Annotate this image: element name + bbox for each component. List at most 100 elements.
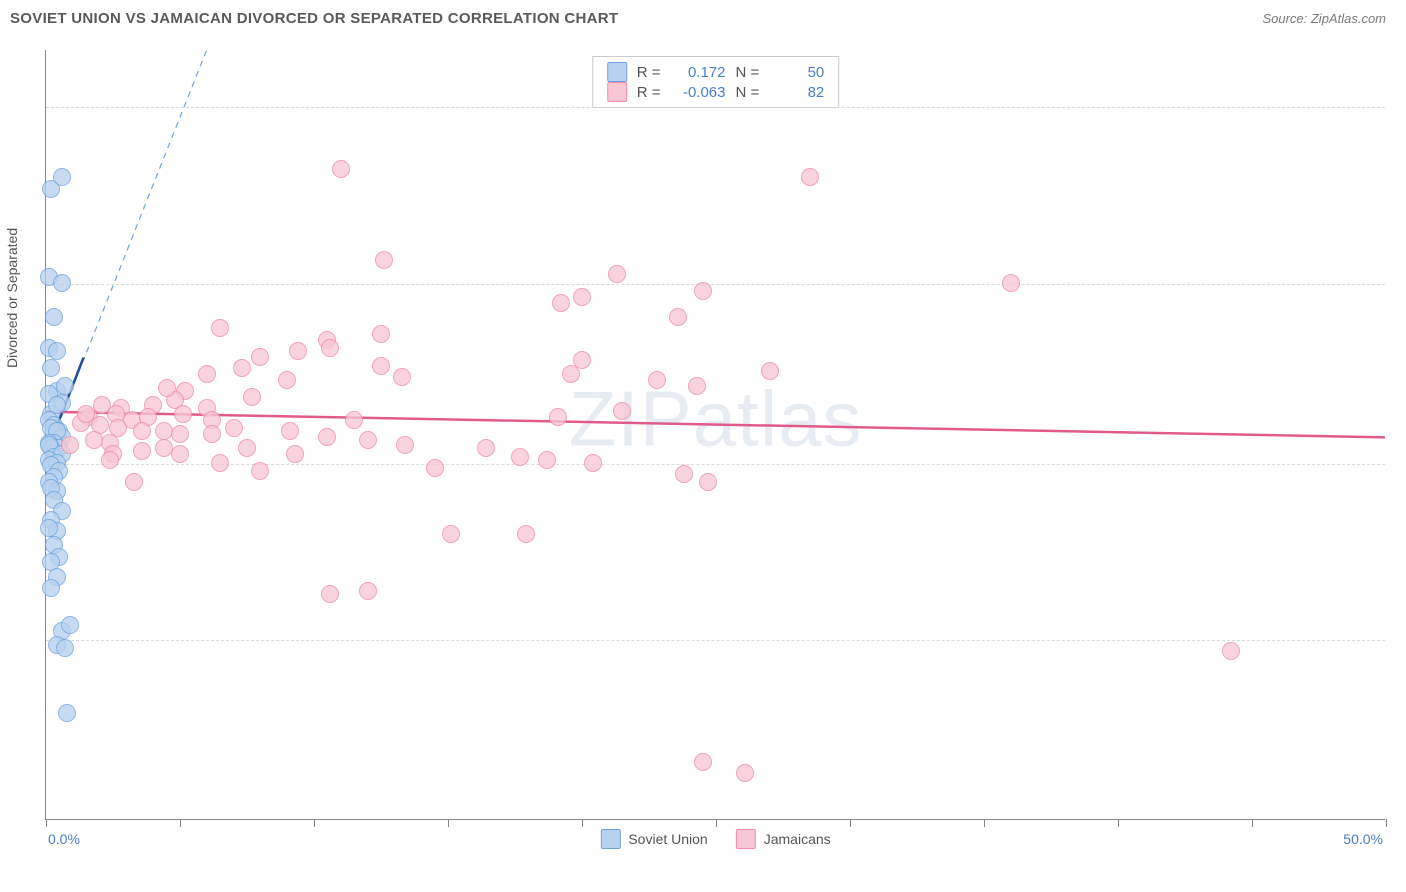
scatter-point-jamaican — [648, 371, 666, 389]
scatter-point-jamaican — [171, 425, 189, 443]
scatter-point-jamaican — [321, 339, 339, 357]
x-tick-label-left: 0.0% — [48, 831, 80, 847]
scatter-point-soviet — [42, 579, 60, 597]
x-tick — [1252, 819, 1253, 827]
title-bar: SOVIET UNION VS JAMAICAN DIVORCED OR SEP… — [0, 0, 1406, 33]
scatter-point-jamaican — [158, 379, 176, 397]
scatter-point-jamaican — [359, 582, 377, 600]
scatter-point-jamaican — [549, 408, 567, 426]
watermark: ZIPatlas — [568, 374, 862, 465]
scatter-point-soviet — [56, 639, 74, 657]
scatter-point-jamaican — [801, 168, 819, 186]
r-value-soviet: 0.172 — [671, 64, 726, 81]
scatter-point-jamaican — [584, 454, 602, 472]
scatter-point-jamaican — [1222, 642, 1240, 660]
scatter-point-jamaican — [359, 431, 377, 449]
scatter-point-jamaican — [1002, 274, 1020, 292]
chart-title: SOVIET UNION VS JAMAICAN DIVORCED OR SEP… — [10, 10, 618, 27]
swatch-jamaican-bottom — [736, 829, 756, 849]
scatter-point-soviet — [40, 519, 58, 537]
swatch-soviet — [607, 62, 627, 82]
legend-label-soviet: Soviet Union — [628, 831, 707, 847]
scatter-point-jamaican — [289, 342, 307, 360]
scatter-point-soviet — [56, 377, 74, 395]
scatter-point-soviet — [58, 704, 76, 722]
legend-row-jamaican: R = -0.063 N = 82 — [607, 82, 825, 102]
scatter-point-jamaican — [736, 764, 754, 782]
scatter-point-jamaican — [318, 428, 336, 446]
y-axis-label: Divorced or Separated — [4, 228, 20, 368]
scatter-point-jamaican — [675, 465, 693, 483]
scatter-point-jamaican — [225, 419, 243, 437]
x-tick — [984, 819, 985, 827]
scatter-point-jamaican — [688, 377, 706, 395]
x-tick — [180, 819, 181, 827]
x-tick-label-right: 50.0% — [1343, 831, 1383, 847]
scatter-point-jamaican — [694, 282, 712, 300]
scatter-point-jamaican — [372, 357, 390, 375]
swatch-jamaican — [607, 82, 627, 102]
scatter-point-jamaican — [133, 422, 151, 440]
scatter-point-jamaican — [125, 473, 143, 491]
chart-area: ZIPatlas R = 0.172 N = 50 R = -0.063 N =… — [45, 50, 1385, 820]
scatter-point-jamaican — [101, 451, 119, 469]
y-tick-label: 6.3% — [1392, 632, 1406, 648]
scatter-point-jamaican — [699, 473, 717, 491]
scatter-point-jamaican — [198, 365, 216, 383]
scatter-point-jamaican — [573, 351, 591, 369]
x-tick — [1118, 819, 1119, 827]
y-tick-label: 12.5% — [1392, 456, 1406, 472]
scatter-point-jamaican — [552, 294, 570, 312]
legend-correlation: R = 0.172 N = 50 R = -0.063 N = 82 — [592, 56, 840, 108]
watermark-text: ZIPatlas — [568, 375, 862, 463]
scatter-point-jamaican — [61, 436, 79, 454]
x-tick — [448, 819, 449, 827]
legend-series: Soviet Union Jamaicans — [600, 829, 830, 849]
scatter-point-jamaican — [93, 396, 111, 414]
scatter-point-soviet — [45, 308, 63, 326]
x-tick — [850, 819, 851, 827]
x-tick — [46, 819, 47, 827]
scatter-point-soviet — [42, 359, 60, 377]
scatter-point-jamaican — [345, 411, 363, 429]
scatter-point-jamaican — [511, 448, 529, 466]
scatter-point-soviet — [61, 616, 79, 634]
n-value-soviet: 50 — [769, 64, 824, 81]
y-tick-label: 25.0% — [1392, 99, 1406, 115]
scatter-point-jamaican — [211, 454, 229, 472]
scatter-point-jamaican — [171, 445, 189, 463]
scatter-point-jamaican — [278, 371, 296, 389]
regression-lines — [46, 50, 1385, 819]
scatter-point-jamaican — [321, 585, 339, 603]
scatter-point-jamaican — [174, 405, 192, 423]
scatter-point-jamaican — [393, 368, 411, 386]
source-label: Source: ZipAtlas.com — [1262, 11, 1386, 26]
scatter-point-jamaican — [613, 402, 631, 420]
scatter-point-jamaican — [77, 405, 95, 423]
legend-label-jamaican: Jamaicans — [764, 831, 831, 847]
y-tick-label: 18.8% — [1392, 276, 1406, 292]
scatter-point-jamaican — [426, 459, 444, 477]
scatter-point-jamaican — [375, 251, 393, 269]
scatter-point-jamaican — [238, 439, 256, 457]
scatter-point-jamaican — [669, 308, 687, 326]
gridline — [46, 464, 1385, 465]
scatter-point-jamaican — [538, 451, 556, 469]
scatter-point-jamaican — [372, 325, 390, 343]
x-tick — [1386, 819, 1387, 827]
swatch-soviet-bottom — [600, 829, 620, 849]
scatter-point-jamaican — [286, 445, 304, 463]
x-tick — [716, 819, 717, 827]
scatter-point-jamaican — [396, 436, 414, 454]
r-value-jamaican: -0.063 — [671, 84, 726, 101]
scatter-point-jamaican — [608, 265, 626, 283]
scatter-point-jamaican — [442, 525, 460, 543]
legend-item-soviet: Soviet Union — [600, 829, 707, 849]
gridline — [46, 640, 1385, 641]
scatter-point-jamaican — [211, 319, 229, 337]
gridline — [46, 107, 1385, 108]
scatter-point-jamaican — [203, 425, 221, 443]
scatter-point-jamaican — [573, 288, 591, 306]
scatter-point-jamaican — [332, 160, 350, 178]
scatter-point-jamaican — [281, 422, 299, 440]
